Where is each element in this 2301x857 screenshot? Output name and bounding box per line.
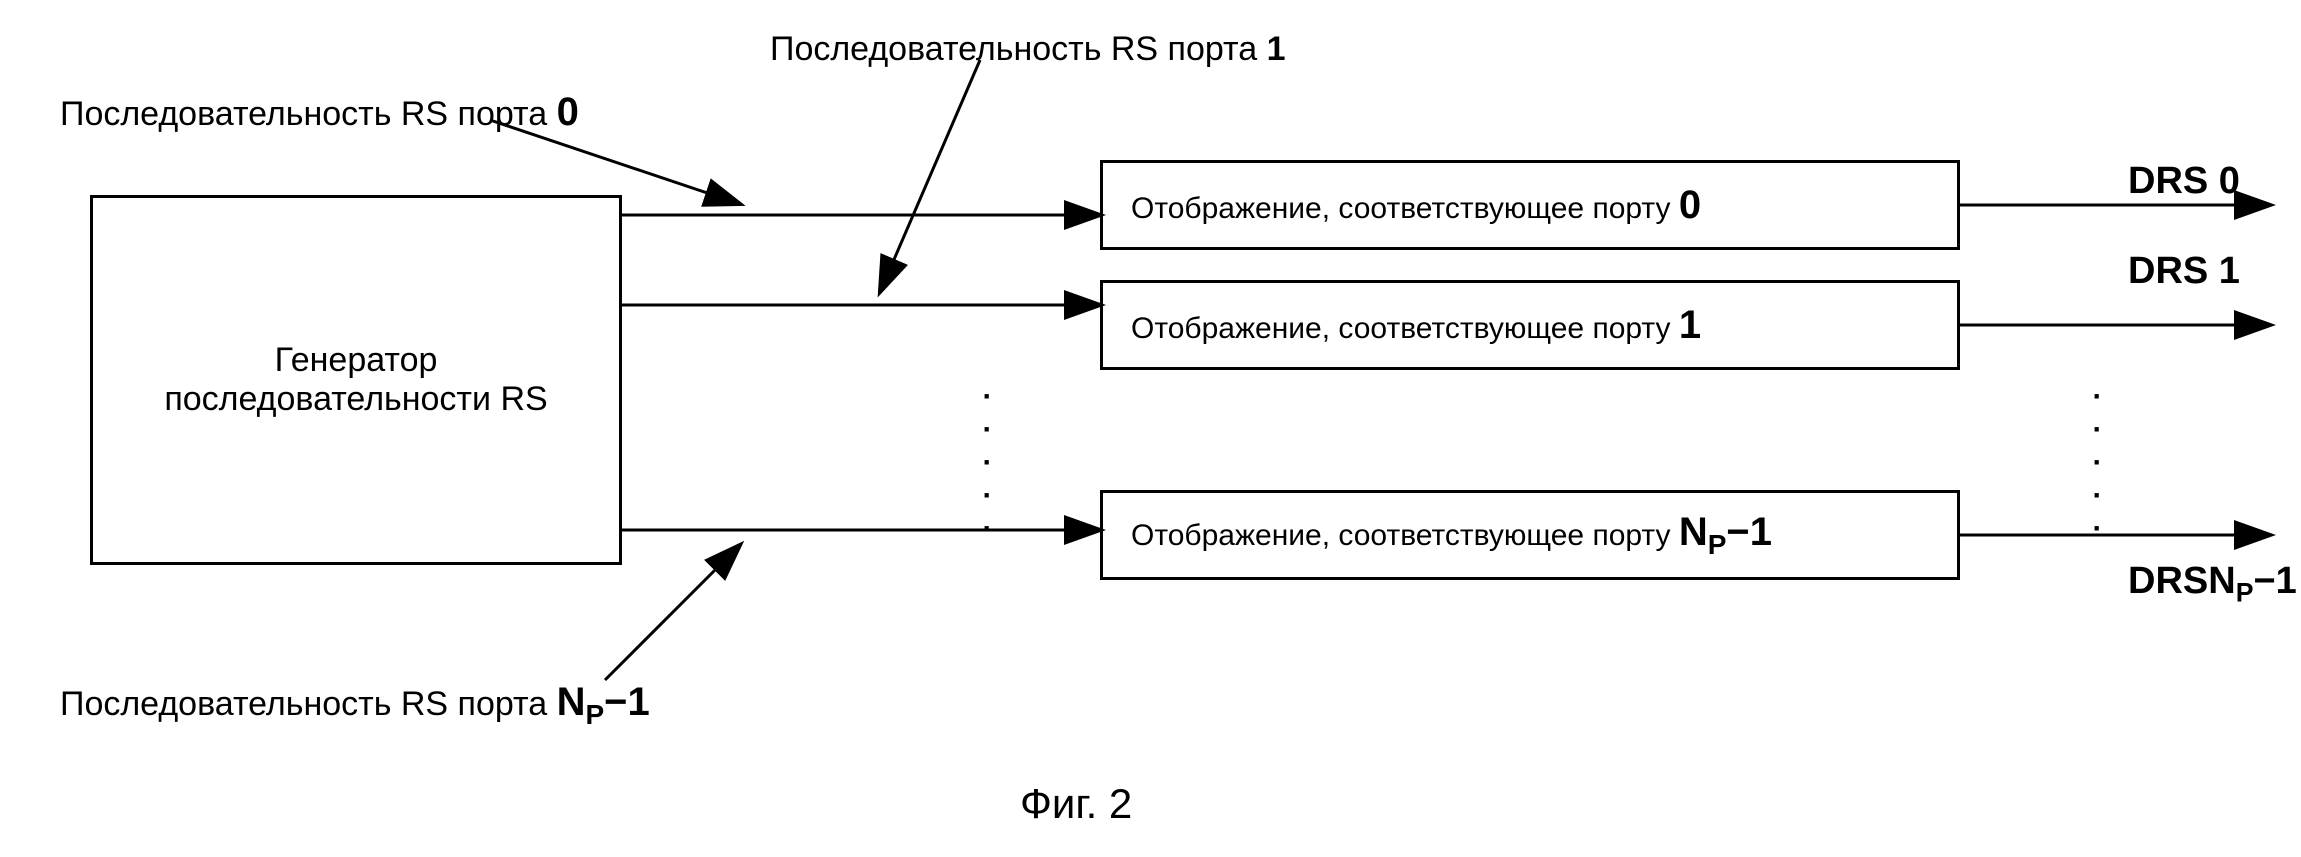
map2-num: NP−1	[1679, 510, 1772, 554]
map1-prefix: Отображение, соответствующее порту	[1131, 312, 1679, 345]
label-seq0-num: 0	[557, 90, 579, 134]
map0-num: 0	[1679, 183, 1701, 227]
label-seqN-num: NP−1	[557, 680, 650, 724]
map0-prefix: Отображение, соответствующее порту	[1131, 192, 1679, 225]
output-drs-n: DRSNP−1	[2128, 560, 2297, 609]
generator-text: Генератор последовательности RS	[113, 341, 599, 419]
map2-prefix: Отображение, соответствующее порту	[1131, 519, 1679, 552]
output-drs-0: DRS 0	[2128, 160, 2240, 203]
vertical-ellipsis-right: ·····	[2080, 380, 2114, 545]
label-seq1-text: Последовательность RS порта	[770, 30, 1267, 68]
label-seqN-text: Последовательность RS порта	[60, 685, 557, 723]
label-seq-port-n: Последовательность RS порта NP−1	[60, 680, 650, 731]
label-seq0-text: Последовательность RS порта	[60, 95, 557, 133]
out0-text: DRS 0	[2128, 160, 2240, 202]
vertical-ellipsis-left: ·····	[970, 380, 1004, 545]
map1-num: 1	[1679, 303, 1701, 347]
figure-caption: Фиг. 2	[1020, 780, 1132, 828]
label-seq-port-1: Последовательность RS порта 1	[770, 30, 1286, 69]
map-box-n: Отображение, соответствующее порту NP−1	[1100, 490, 1960, 580]
generator-box: Генератор последовательности RS	[90, 195, 622, 565]
out1-text: DRS 1	[2128, 250, 2240, 292]
caption-text: Фиг. 2	[1020, 780, 1132, 827]
out2-text: DRSNP−1	[2128, 560, 2297, 602]
label-seq1-num: 1	[1267, 30, 1286, 68]
map-box-0: Отображение, соответствующее порту 0	[1100, 160, 1960, 250]
label-seq-port-0: Последовательность RS порта 0	[60, 90, 579, 135]
output-drs-1: DRS 1	[2128, 250, 2240, 293]
map-box-1: Отображение, соответствующее порту 1	[1100, 280, 1960, 370]
